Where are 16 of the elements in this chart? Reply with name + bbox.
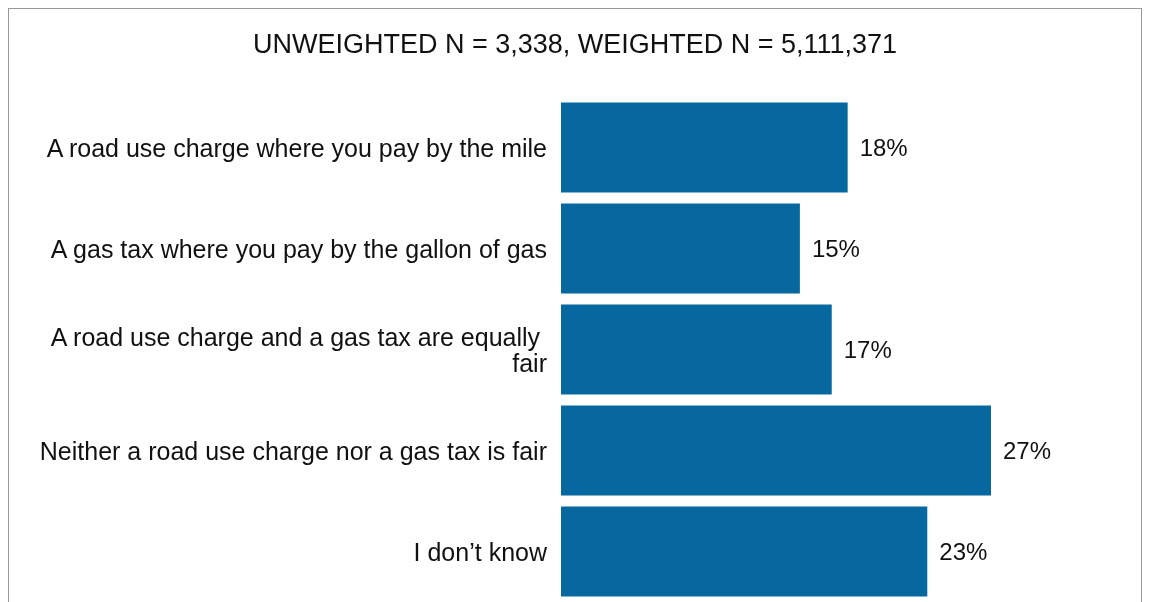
bar: [561, 304, 832, 395]
y-tick-label: A road use charge and a gas tax are equally fair: [50, 322, 547, 377]
bar: [561, 102, 848, 193]
data-label: 23%: [939, 538, 988, 565]
bar: [561, 506, 928, 597]
data-label: 18%: [859, 134, 908, 161]
y-tick-label: Neither a road use charge nor a gas tax is fair: [39, 436, 547, 465]
bar: [561, 203, 800, 294]
chart-title: UNWEIGHTED N = 3,338, WEIGHTED N = 5,111,371: [252, 28, 898, 59]
data-label: 27%: [1003, 437, 1052, 464]
y-tick-label: I don’t know: [413, 537, 548, 566]
y-tick-label: A gas tax where you pay by the gallon of gas: [50, 234, 547, 263]
bar: [561, 405, 991, 496]
y-tick-label: A road use charge where you pay by the mile: [46, 133, 547, 162]
data-label: 15%: [811, 235, 860, 262]
data-label: 17%: [843, 336, 892, 363]
